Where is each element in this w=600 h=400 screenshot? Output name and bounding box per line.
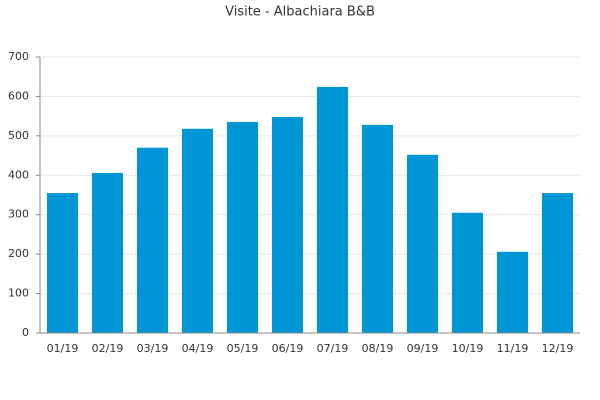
y-tick-label: 400 bbox=[8, 168, 29, 181]
y-tick-label: 100 bbox=[8, 287, 29, 300]
y-tick-label: 600 bbox=[8, 89, 29, 102]
x-tick-label: 04/19 bbox=[182, 342, 214, 355]
x-tick-label: 11/19 bbox=[497, 342, 529, 355]
bar bbox=[91, 172, 124, 333]
x-tick-label: 01/19 bbox=[47, 342, 79, 355]
y-tick-label: 700 bbox=[8, 50, 29, 63]
x-tick-label: 02/19 bbox=[92, 342, 124, 355]
x-tick-label: 09/19 bbox=[407, 342, 439, 355]
bar bbox=[361, 124, 394, 334]
x-tick-label: 08/19 bbox=[362, 342, 394, 355]
bar bbox=[451, 212, 484, 333]
x-tick-label: 05/19 bbox=[227, 342, 259, 355]
bar bbox=[316, 86, 349, 333]
bar bbox=[496, 251, 529, 333]
bar bbox=[226, 122, 259, 333]
x-tick-label: 03/19 bbox=[137, 342, 169, 355]
y-tick-label: 500 bbox=[8, 129, 29, 142]
bar bbox=[271, 116, 304, 333]
x-tick-label: 07/19 bbox=[317, 342, 349, 355]
x-tick-label: 10/19 bbox=[452, 342, 484, 355]
x-tick-label: 12/19 bbox=[542, 342, 574, 355]
y-tick-label: 0 bbox=[22, 326, 29, 339]
bar bbox=[541, 193, 574, 333]
bar bbox=[406, 154, 439, 333]
y-tick-label: 300 bbox=[8, 208, 29, 221]
bar bbox=[136, 147, 169, 333]
chart-title: Visite - Albachiara B&B bbox=[225, 5, 375, 20]
bar bbox=[181, 128, 214, 333]
y-tick-label: 200 bbox=[8, 247, 29, 260]
bar bbox=[46, 193, 79, 333]
x-tick-label: 06/19 bbox=[272, 342, 304, 355]
